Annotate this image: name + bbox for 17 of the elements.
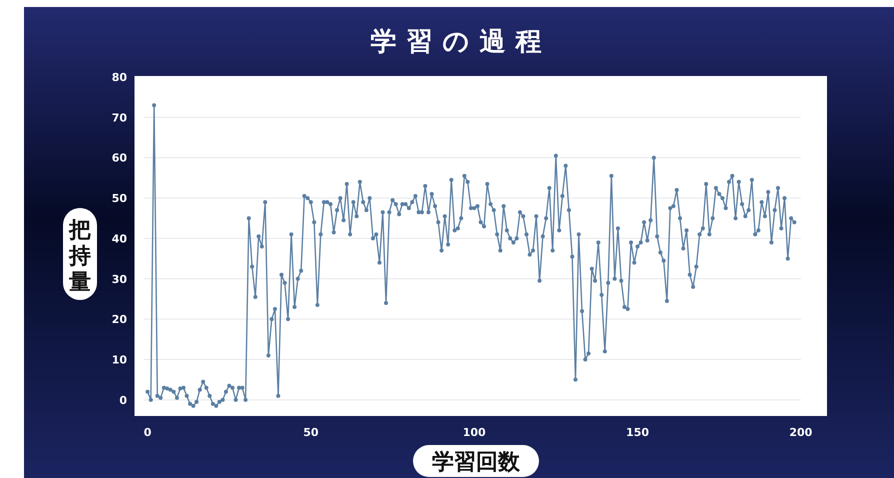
y-tick-label: 30 bbox=[112, 272, 128, 286]
y-tick-label: 20 bbox=[112, 313, 128, 326]
y-tick-label: 70 bbox=[112, 111, 128, 124]
y-axis-title: 把持量 bbox=[68, 218, 91, 295]
y-tick-label: 60 bbox=[112, 152, 128, 165]
chart-title: 学習の過程 bbox=[370, 27, 552, 57]
x-tick-label: 150 bbox=[626, 426, 650, 439]
y-tick-label: 50 bbox=[112, 192, 128, 206]
x-tick-label: 50 bbox=[303, 426, 319, 439]
y-tick-label: 80 bbox=[112, 71, 128, 84]
y-tick-label: 40 bbox=[112, 232, 128, 246]
x-tick-label: 200 bbox=[789, 426, 813, 439]
y-tick-label: 0 bbox=[119, 394, 128, 407]
x-tick-label: 100 bbox=[462, 426, 486, 439]
x-tick-label: 0 bbox=[144, 426, 152, 439]
x-axis-title: 学習回数 bbox=[432, 450, 521, 475]
y-tick-label: 10 bbox=[112, 354, 128, 366]
